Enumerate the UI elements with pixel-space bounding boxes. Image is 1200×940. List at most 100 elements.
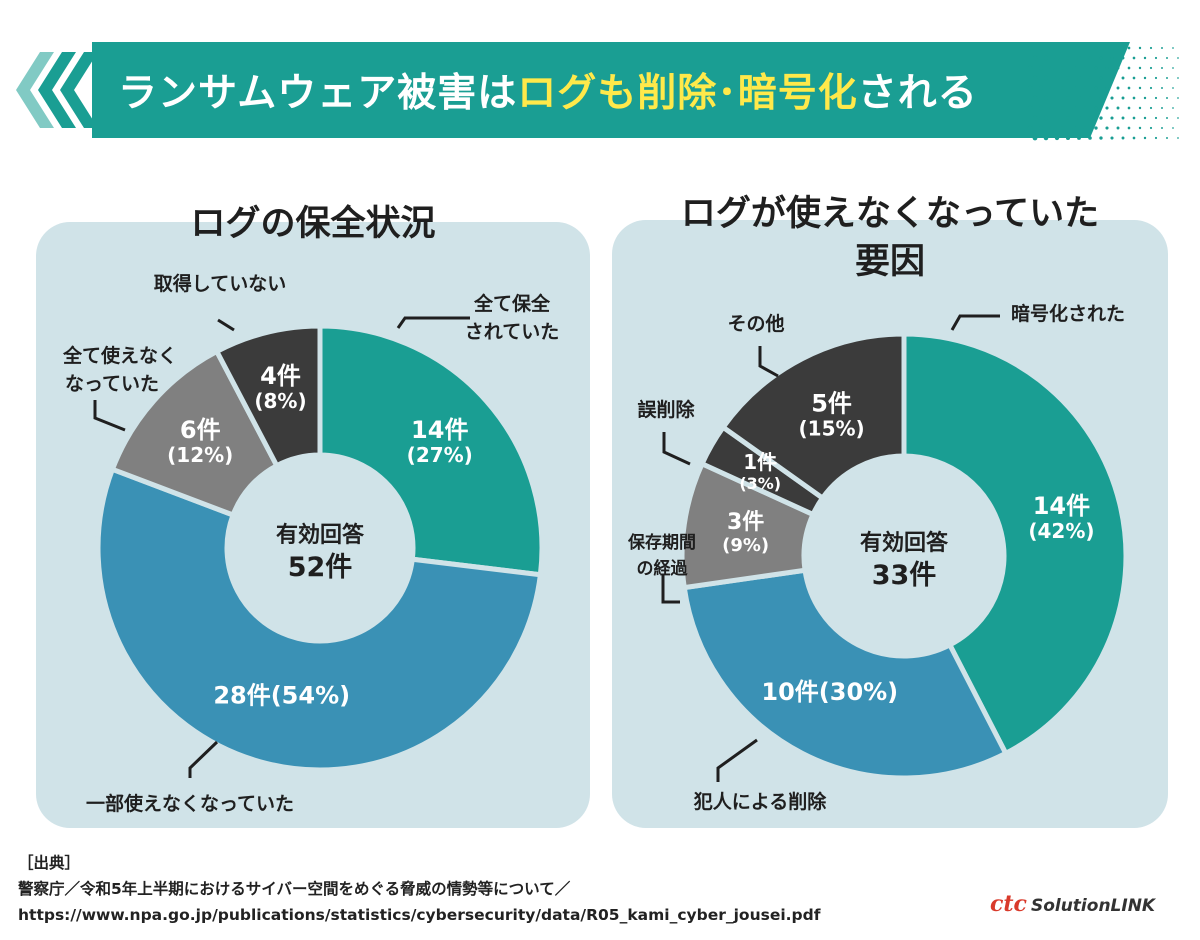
banner-dot bbox=[1143, 136, 1147, 140]
banner-dot bbox=[1177, 77, 1179, 79]
banner-dot bbox=[1038, 105, 1044, 111]
banner-dot bbox=[1054, 135, 1060, 141]
header-banner bbox=[16, 42, 1179, 141]
banner-dot bbox=[1132, 136, 1136, 140]
banner-dot bbox=[1077, 116, 1081, 120]
banner-dot bbox=[1077, 76, 1081, 80]
banner-dot bbox=[1038, 125, 1044, 131]
logo-solutionlink: SolutionLINK bbox=[1030, 896, 1156, 916]
banner-dot bbox=[1166, 137, 1168, 139]
banner-dot bbox=[1116, 86, 1120, 90]
right-chart-title-line1: ログが使えなくなっていた bbox=[680, 194, 1100, 234]
banner-dot bbox=[1154, 76, 1158, 80]
chart0-percent-label-2: (12%) bbox=[167, 443, 233, 467]
banner-dot bbox=[1166, 77, 1168, 79]
source-heading: ［出典］ bbox=[18, 854, 81, 872]
banner-dot bbox=[1172, 107, 1174, 109]
banner-dot bbox=[1027, 105, 1033, 111]
banner-dot bbox=[1138, 66, 1142, 70]
page-title: ランサムウェア被害はログも削除･暗号化される bbox=[118, 62, 978, 118]
banner-dot bbox=[1161, 67, 1163, 69]
logo-ctc: ctc bbox=[990, 891, 1027, 917]
chart1-slice-0 bbox=[901, 331, 1129, 757]
leader-left-3 bbox=[217, 318, 235, 332]
leader-right-1 bbox=[716, 738, 758, 782]
banner-dot bbox=[1094, 46, 1098, 50]
banner-dot bbox=[1105, 106, 1109, 110]
chart0-percent-label-0: (27%) bbox=[407, 443, 473, 467]
banner-dot bbox=[1143, 96, 1147, 100]
chart1-percent-label-0: (42%) bbox=[1028, 519, 1094, 543]
banner-dot bbox=[1032, 95, 1038, 101]
banner-dot bbox=[1077, 96, 1081, 100]
banner-dot bbox=[1060, 65, 1066, 71]
banner-dot bbox=[1083, 126, 1087, 130]
banner-dot bbox=[1094, 106, 1098, 110]
banner-dot bbox=[1110, 56, 1114, 60]
banner-dot bbox=[1177, 117, 1179, 119]
banner-dot bbox=[1032, 75, 1038, 81]
banner-dot bbox=[1172, 127, 1174, 129]
banner-dot bbox=[1138, 86, 1142, 90]
leader-left-1 bbox=[188, 740, 219, 778]
chart0-center-value: 52件 bbox=[288, 552, 353, 583]
banner-dot bbox=[1132, 96, 1136, 100]
banner-dot bbox=[1049, 45, 1055, 51]
banner-dot bbox=[1027, 45, 1033, 51]
left-label-1: 一部使えなくなっていた bbox=[86, 792, 294, 815]
banner-dot bbox=[1127, 126, 1131, 130]
banner-dot bbox=[1127, 86, 1131, 90]
banner-dot bbox=[1077, 56, 1081, 60]
banner-dot bbox=[1127, 106, 1131, 110]
banner-dot bbox=[1121, 56, 1125, 60]
banner-dot bbox=[1049, 85, 1055, 91]
banner-dot bbox=[1166, 97, 1168, 99]
banner-dot bbox=[1054, 115, 1060, 121]
banner-dot bbox=[1032, 115, 1038, 121]
banner-dot bbox=[1099, 96, 1103, 100]
ctc-logo: ctc SolutionLINK bbox=[990, 891, 1155, 917]
chart0-data-label-1: 28件(54%) bbox=[213, 681, 350, 709]
chart1-count-label-0: 14件 bbox=[1033, 492, 1090, 520]
banner-dot bbox=[1154, 96, 1158, 100]
source-block: ［出典］ 警察庁／令和5年上半期におけるサイバー空間をめぐる脅威の情勢等について… bbox=[18, 850, 820, 928]
leader-right-3 bbox=[662, 432, 691, 466]
leader-right-0 bbox=[950, 314, 1000, 331]
banner-dot bbox=[1127, 66, 1131, 70]
banner-dot bbox=[1094, 126, 1098, 130]
banner-dot bbox=[1177, 97, 1179, 99]
left-label-3: 取得していない bbox=[154, 272, 286, 295]
banner-dot bbox=[1121, 136, 1125, 140]
right-label-2-line2: の経過 bbox=[637, 558, 689, 579]
banner-dot bbox=[1032, 135, 1038, 141]
banner-dot bbox=[1043, 55, 1049, 61]
banner-dot bbox=[1099, 136, 1103, 140]
banner-dot bbox=[1043, 95, 1049, 101]
chart0-count-label-3: 4件 bbox=[260, 362, 301, 390]
banner-dot bbox=[1099, 116, 1103, 120]
banner-dot bbox=[1060, 45, 1066, 51]
banner-dot bbox=[1121, 96, 1125, 100]
banner-dot bbox=[1072, 126, 1076, 130]
banner-dot bbox=[1132, 56, 1136, 60]
banner-dot bbox=[1110, 76, 1114, 80]
banner-dot bbox=[1116, 106, 1120, 110]
banner-dot bbox=[1077, 136, 1081, 140]
banner-dot bbox=[1149, 106, 1153, 110]
banner-dot bbox=[1099, 56, 1103, 60]
banner-dot bbox=[1038, 45, 1044, 51]
banner-dot bbox=[1110, 116, 1114, 120]
title-highlight: ログも削除･暗号化 bbox=[517, 71, 858, 116]
banner-dot bbox=[1043, 135, 1049, 141]
chart0-center bbox=[229, 457, 411, 639]
banner-dot bbox=[1088, 76, 1092, 80]
left-label-0-line1: 全て保全 bbox=[473, 292, 551, 315]
banner-dot bbox=[1177, 57, 1179, 59]
banner-dot bbox=[1121, 76, 1125, 80]
banner-dot bbox=[1088, 136, 1092, 140]
chart0-count-label-2: 6件 bbox=[180, 416, 221, 444]
chart0-slice-3 bbox=[213, 323, 323, 470]
banner-dot bbox=[1072, 106, 1076, 110]
chart1-data-label-1: 10件(30%) bbox=[761, 678, 898, 706]
